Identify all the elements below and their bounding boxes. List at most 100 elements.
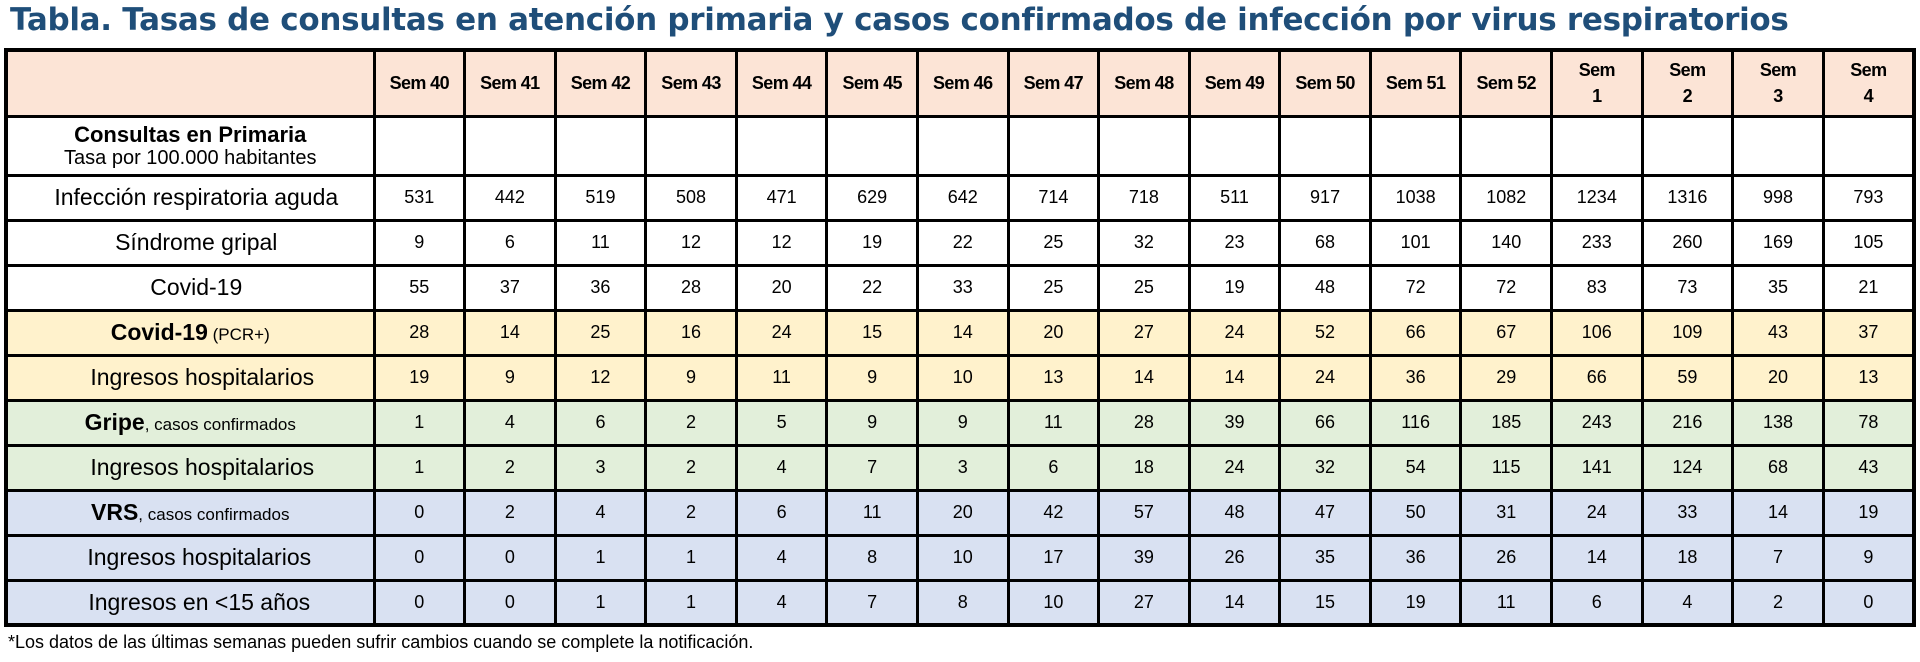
table-cell: 18 bbox=[1097, 443, 1191, 492]
table-cell: 20 bbox=[734, 263, 829, 312]
section-empty-cell bbox=[1097, 114, 1191, 177]
table-cell: 1 bbox=[553, 533, 648, 582]
table-cell: 33 bbox=[915, 263, 1010, 312]
table-cell: 6 bbox=[463, 218, 557, 267]
table-cell: 917 bbox=[1278, 173, 1372, 222]
table-cell: 101 bbox=[1368, 218, 1463, 267]
row-label-text: Infección respiratoria aguda bbox=[54, 184, 339, 210]
table-cell: 2 bbox=[463, 488, 557, 537]
table-cell: 140 bbox=[1459, 218, 1554, 267]
table-cell: 14 bbox=[1550, 533, 1644, 582]
table-cell: 260 bbox=[1640, 218, 1735, 267]
table-cell: 3 bbox=[553, 443, 648, 492]
week-header-15: Sem 3 bbox=[1731, 48, 1825, 118]
table-cell: 33 bbox=[1640, 488, 1735, 537]
section-label-cell: Consultas en Primaria Tasa por 100.000 h… bbox=[4, 114, 376, 177]
table-row: Ingresos hospitalarios 0 0 1 1 4 8 10 17 39 26 35 36… bbox=[4, 533, 1916, 582]
week-header-8: Sem 48 bbox=[1097, 48, 1191, 118]
table-row: Ingresos hospitalarios 1 2 3 2 4 7 3 6 18 24 32 54 11… bbox=[4, 443, 1916, 492]
week-header-16: Sem 4 bbox=[1821, 48, 1916, 118]
table-cell: 2 bbox=[1731, 578, 1825, 627]
table-row: Covid-19 55 37 36 28 20 22 33 25 25 19 48 72 72 83 73 35… bbox=[4, 263, 1916, 312]
table-cell: 25 bbox=[1006, 263, 1101, 312]
table-cell: 28 bbox=[372, 308, 467, 357]
table-cell: 0 bbox=[372, 578, 467, 627]
table-cell: 19 bbox=[1368, 578, 1463, 627]
week-header-6: Sem 46 bbox=[915, 48, 1010, 118]
table-cell: 10 bbox=[1006, 578, 1101, 627]
row-label-text: Ingresos hospitalarios bbox=[87, 544, 312, 570]
week-header-14: Sem 2 bbox=[1640, 48, 1735, 118]
table-cell: 22 bbox=[915, 218, 1010, 267]
table-cell: 26 bbox=[1187, 533, 1282, 582]
table-cell: 5 bbox=[734, 398, 829, 447]
table-cell: 12 bbox=[644, 218, 738, 267]
table-cell: 20 bbox=[1731, 353, 1825, 402]
data-table: Sem 40 Sem 41 Sem 42 Sem 43 Sem 44 Sem 45 Sem … bbox=[4, 48, 1916, 627]
table-cell: 28 bbox=[1097, 398, 1191, 447]
table-cell: 19 bbox=[372, 353, 467, 402]
table-cell: 4 bbox=[1640, 578, 1735, 627]
table-cell: 4 bbox=[734, 533, 829, 582]
table-cell: 37 bbox=[463, 263, 557, 312]
row-label-cell: Covid-19 (PCR+) bbox=[4, 308, 376, 357]
table-row: Ingresos en <15 años 0 0 1 1 4 7 8 10 27 14 15 19 11 6… bbox=[4, 578, 1916, 627]
table-cell: 36 bbox=[1368, 353, 1463, 402]
table-cell: 50 bbox=[1368, 488, 1463, 537]
table-cell: 19 bbox=[1187, 263, 1282, 312]
table-cell: 54 bbox=[1368, 443, 1463, 492]
table-cell: 7 bbox=[1731, 533, 1825, 582]
table-row: VRS, casos confirmados 0 2 4 2 6 11 20 42 57 48 47 5… bbox=[4, 488, 1916, 537]
header-corner-cell bbox=[4, 48, 376, 118]
table-cell: 27 bbox=[1097, 308, 1191, 357]
row-label-cell: Covid-19 bbox=[4, 263, 376, 312]
table-cell: 629 bbox=[825, 173, 919, 222]
row-label-text: , casos confirmados bbox=[144, 415, 296, 434]
table-cell: 9 bbox=[644, 353, 738, 402]
table-cell: 66 bbox=[1278, 398, 1372, 447]
table-cell: 2 bbox=[644, 443, 738, 492]
table-cell: 9 bbox=[915, 398, 1010, 447]
section-empty-cell bbox=[1278, 114, 1372, 177]
row-label-cell: Ingresos hospitalarios bbox=[4, 353, 376, 402]
week-header-13: Sem 1 bbox=[1550, 48, 1644, 118]
table-cell: 11 bbox=[825, 488, 919, 537]
header-row: Sem 40 Sem 41 Sem 42 Sem 43 Sem 44 Sem 45 Sem … bbox=[4, 48, 1916, 118]
table-cell: 48 bbox=[1278, 263, 1372, 312]
row-label-cell: Infección respiratoria aguda bbox=[4, 173, 376, 222]
table-cell: 31 bbox=[1459, 488, 1554, 537]
table-cell: 1316 bbox=[1640, 173, 1735, 222]
table-cell: 216 bbox=[1640, 398, 1735, 447]
table-cell: 6 bbox=[734, 488, 829, 537]
table-cell: 12 bbox=[553, 353, 648, 402]
table-cell: 32 bbox=[1097, 218, 1191, 267]
table-cell: 243 bbox=[1550, 398, 1644, 447]
table-cell: 185 bbox=[1459, 398, 1554, 447]
table-cell: 14 bbox=[915, 308, 1010, 357]
table-cell: 43 bbox=[1731, 308, 1825, 357]
table-cell: 37 bbox=[1821, 308, 1916, 357]
row-label-main: Covid-19 bbox=[110, 319, 208, 345]
table-cell: 1 bbox=[644, 533, 738, 582]
table-cell: 1 bbox=[372, 443, 467, 492]
table-cell: 714 bbox=[1006, 173, 1101, 222]
table-cell: 531 bbox=[372, 173, 467, 222]
table-cell: 36 bbox=[553, 263, 648, 312]
table-cell: 19 bbox=[1821, 488, 1916, 537]
table-cell: 2 bbox=[644, 488, 738, 537]
section-empty-cell bbox=[915, 114, 1010, 177]
table-cell: 39 bbox=[1187, 398, 1282, 447]
table-cell: 105 bbox=[1821, 218, 1916, 267]
table-cell: 998 bbox=[1731, 173, 1825, 222]
table-cell: 15 bbox=[825, 308, 919, 357]
table-cell: 13 bbox=[1006, 353, 1101, 402]
table-cell: 25 bbox=[1097, 263, 1191, 312]
table-cell: 32 bbox=[1278, 443, 1372, 492]
table-row: Ingresos hospitalarios 19 9 12 9 11 9 10 13 14 14 2… bbox=[4, 353, 1916, 402]
row-label-cell: Ingresos en <15 años bbox=[4, 578, 376, 627]
table-cell: 1 bbox=[644, 578, 738, 627]
row-label-text: Ingresos hospitalarios bbox=[90, 364, 315, 390]
section-empty-cell bbox=[1821, 114, 1916, 177]
table-cell: 471 bbox=[734, 173, 829, 222]
